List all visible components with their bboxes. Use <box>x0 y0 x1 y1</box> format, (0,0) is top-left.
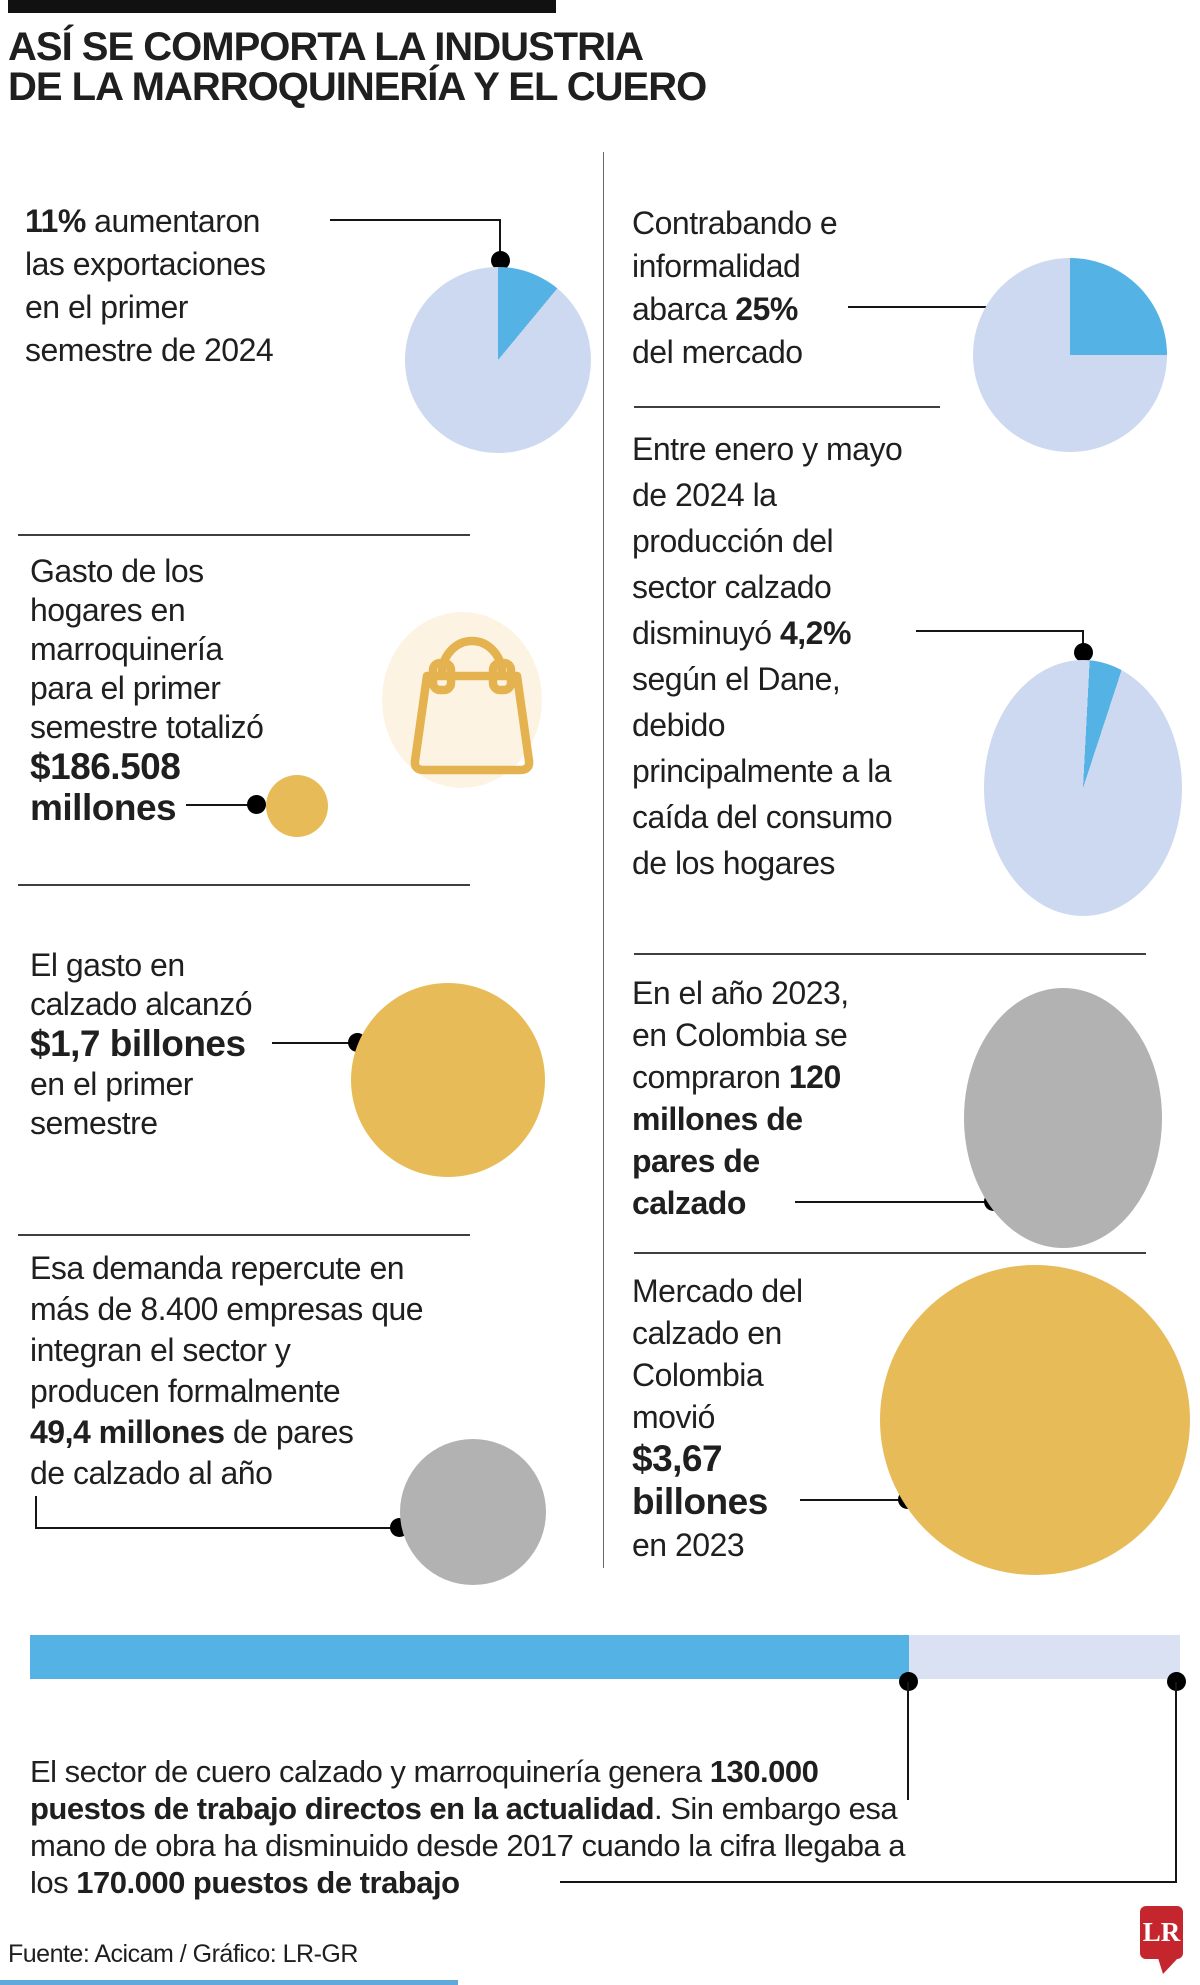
stat-contrabando-text: Contrabando e informalidad abarca 25% del m… <box>632 205 838 370</box>
bubble-gasto-calzado <box>351 983 545 1177</box>
stat-gasto-calzado-text: El gasto en calzado alcanzó $1,7 billones e… <box>30 947 252 1141</box>
callout-line-marroquineria <box>186 804 250 806</box>
stat-exports-text: 11% aumentaron las exportaciones en el pri… <box>25 203 274 368</box>
page-title-line1: ASÍ SE COMPORTA LA INDUSTRIA <box>8 25 644 69</box>
callout-line-exports <box>330 219 500 221</box>
callout-line-empleo-trail <box>560 1881 1177 1883</box>
stat-marroquineria-text: Gasto de los hogares en marroquinería para … <box>30 553 264 828</box>
callout-line-exports-drop <box>499 219 501 257</box>
pie-produccion <box>984 660 1182 916</box>
lr-logo: LR <box>1140 1906 1183 1959</box>
stat-mercado-text: Mercado del calzado en Colombia movió $3,67 b… <box>632 1273 803 1563</box>
rule-left-1 <box>18 534 470 536</box>
footer-accent-strip <box>0 1980 458 1985</box>
callout-line-jobs-current <box>907 1682 909 1800</box>
source-credit: Fuente: Acicam / Gráfico: LR-GR <box>8 1940 358 1968</box>
callout-dot-marroquineria <box>247 795 266 814</box>
bar-jobs-2017 <box>909 1635 1180 1679</box>
bubble-marroquineria <box>266 775 328 837</box>
stat-pares-text: En el año 2023, en Colombia se compraron 1… <box>632 975 849 1221</box>
callout-line-produccion <box>916 630 1084 632</box>
callout-line-mercado <box>800 1499 900 1501</box>
rule-right-1 <box>634 406 940 408</box>
handbag-icon <box>410 636 534 775</box>
rule-left-3 <box>18 1234 470 1236</box>
bubble-pares <box>964 988 1162 1248</box>
callout-dot-exports <box>491 251 510 270</box>
callout-dot-jobs-current <box>899 1672 918 1691</box>
stat-empresas-text: Esa demanda repercute en más de 8.400 emp… <box>30 1250 424 1491</box>
callout-dot-produccion <box>1074 643 1093 662</box>
stat-empleo-text: El sector de cuero calzado y marroquiner… <box>30 1754 906 1900</box>
callout-line-pares <box>795 1201 987 1203</box>
callout-line-contrabando <box>848 306 1062 308</box>
rule-left-2 <box>18 884 470 886</box>
column-divider <box>603 152 604 1568</box>
pie-exports <box>405 267 591 453</box>
pie-contrabando <box>973 258 1167 452</box>
bubble-mercado <box>880 1265 1190 1575</box>
callout-line-jobs-2017 <box>1175 1682 1177 1882</box>
callout-dot-jobs-2017 <box>1167 1672 1186 1691</box>
lr-logo-tail <box>1158 1958 1178 1974</box>
bar-jobs-current <box>30 1635 909 1679</box>
header-bar <box>8 0 556 13</box>
callout-line-empresas <box>35 1527 392 1529</box>
page-title-line2: DE LA MARROQUINERÍA Y EL CUERO <box>8 65 707 109</box>
callout-line-gasto-calzado <box>272 1042 350 1044</box>
callout-line-empresas-drop <box>35 1496 37 1529</box>
stat-produccion-text: Entre enero y mayo de 2024 la producción d… <box>632 431 903 881</box>
rule-right-2 <box>634 953 1146 955</box>
rule-right-3 <box>634 1252 1146 1254</box>
callout-line-produccion-drop <box>1082 630 1084 648</box>
bubble-empresas <box>400 1439 546 1585</box>
